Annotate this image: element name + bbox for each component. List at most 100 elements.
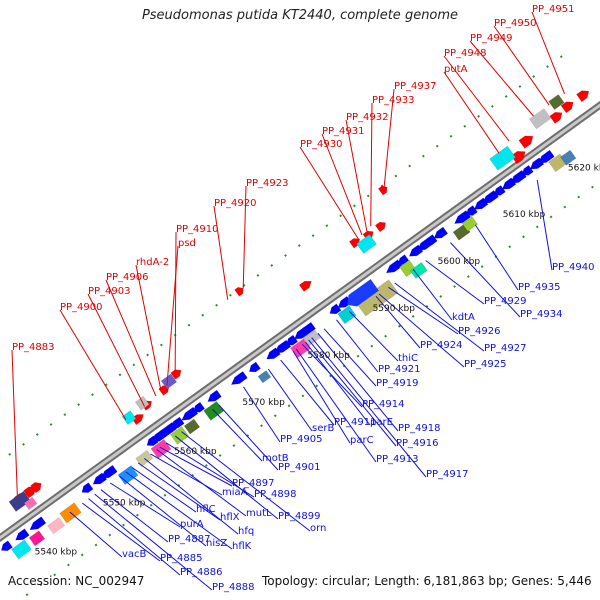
reverse-label-pp-4901[interactable]: PP_4901 bbox=[278, 462, 321, 473]
leader-line bbox=[299, 146, 360, 240]
reverse-gene-arrow bbox=[170, 416, 185, 429]
forward-gene-arrow bbox=[510, 150, 526, 165]
reverse-gene-arrow bbox=[100, 464, 118, 479]
reverse-gene-arrow bbox=[465, 205, 478, 216]
forward-label-pp-4923[interactable]: PP_4923 bbox=[246, 178, 289, 189]
reverse-label-pura[interactable]: purA bbox=[180, 519, 204, 530]
forward-label-pp-4910[interactable]: PP_4910 bbox=[176, 224, 219, 235]
forward-label-pp-4950[interactable]: PP_4950 bbox=[494, 18, 537, 29]
reverse-label-hisz[interactable]: hisZ bbox=[206, 538, 227, 549]
leader-line bbox=[311, 337, 427, 478]
reverse-label-vacb[interactable]: vacB bbox=[122, 549, 147, 560]
reverse-label-pp-4916[interactable]: PP_4916 bbox=[396, 438, 439, 449]
reverse-gene-arrow bbox=[346, 278, 380, 307]
reverse-label-pp-4886[interactable]: PP_4886 bbox=[180, 567, 223, 578]
reverse-label-pp-4913[interactable]: PP_4913 bbox=[376, 454, 419, 465]
reverse-gene-arrow bbox=[482, 189, 499, 204]
reverse-gene-arrow bbox=[537, 149, 555, 164]
leader-line bbox=[119, 475, 207, 547]
reverse-label-pp-4935[interactable]: PP_4935 bbox=[518, 282, 561, 293]
leader-line bbox=[150, 453, 223, 496]
forward-gene-arrow bbox=[377, 185, 388, 196]
forward-label-pp-4932[interactable]: PP_4932 bbox=[346, 112, 389, 123]
reverse-label-pp-4917[interactable]: PP_4917 bbox=[426, 469, 469, 480]
reverse-label-pp-4918[interactable]: PP_4918 bbox=[398, 423, 441, 434]
forward-label-pp-4906[interactable]: PP_4906 bbox=[106, 272, 149, 283]
reverse-label-pp-4885[interactable]: PP_4885 bbox=[160, 553, 203, 564]
reverse-label-pp-4888[interactable]: PP_4888 bbox=[212, 582, 255, 593]
reverse-label-pp-4921[interactable]: PP_4921 bbox=[378, 364, 421, 375]
forward-label-pp-4937[interactable]: PP_4937 bbox=[394, 81, 437, 92]
forward-label-pp-4949[interactable]: PP_4949 bbox=[470, 33, 513, 44]
leader-line bbox=[443, 55, 510, 142]
reverse-label-miaa[interactable]: miaA bbox=[222, 487, 248, 498]
reverse-label-pp-4934[interactable]: PP_4934 bbox=[520, 309, 563, 320]
forward-label-pp-4900[interactable]: PP_4900 bbox=[60, 302, 103, 313]
leader-line bbox=[81, 502, 161, 562]
leader-line bbox=[317, 332, 399, 432]
reverse-label-pp-4919[interactable]: PP_4919 bbox=[376, 378, 419, 389]
leader-line bbox=[88, 498, 181, 576]
reverse-label-mutl[interactable]: mutL bbox=[246, 508, 272, 519]
reverse-label-motb[interactable]: motB bbox=[262, 453, 289, 464]
leader-line bbox=[212, 408, 263, 462]
reverse-label-pp-4898[interactable]: PP_4898 bbox=[254, 489, 297, 500]
leader-line bbox=[100, 489, 169, 543]
colored-gene-block bbox=[23, 496, 38, 510]
forward-label-rhda-2[interactable]: rhdA-2 bbox=[136, 257, 169, 268]
reverse-label-pp-4914[interactable]: PP_4914 bbox=[362, 399, 405, 410]
leader-line bbox=[493, 25, 550, 106]
reverse-label-thic[interactable]: thiC bbox=[398, 353, 418, 364]
forward-label-pp-4948[interactable]: PP_4948 bbox=[444, 48, 487, 59]
leader-line bbox=[280, 359, 335, 426]
leader-line bbox=[443, 71, 500, 154]
forward-label-pp-4883[interactable]: PP_4883 bbox=[12, 342, 55, 353]
reverse-label-pp-4940[interactable]: PP_4940 bbox=[552, 262, 595, 273]
forward-label-pp-4933[interactable]: PP_4933 bbox=[372, 95, 415, 106]
leader-line bbox=[94, 493, 213, 591]
forward-label-pp-4920[interactable]: PP_4920 bbox=[214, 198, 257, 209]
forward-gene-arrow bbox=[518, 135, 534, 149]
kbp-tick-label: 5580 kbp bbox=[307, 351, 350, 361]
genome-title: Pseudomonas putida KT2440, complete geno… bbox=[141, 8, 459, 23]
leader-line bbox=[425, 260, 485, 305]
leader-line bbox=[59, 309, 127, 421]
forward-gene-arrow bbox=[374, 221, 387, 233]
reverse-label-pp-4911[interactable]: PP_4911 bbox=[334, 417, 377, 428]
colored-gene-block bbox=[28, 530, 46, 547]
reverse-label-orn[interactable]: orn bbox=[310, 523, 326, 534]
reverse-label-pare[interactable]: parE bbox=[370, 417, 393, 428]
reverse-gene-arrow bbox=[493, 185, 506, 196]
leader-line bbox=[305, 341, 371, 426]
leader-line bbox=[388, 286, 459, 335]
reverse-gene-arrow bbox=[248, 361, 261, 373]
reverse-label-pp-4927[interactable]: PP_4927 bbox=[484, 343, 527, 354]
leader-line bbox=[394, 282, 485, 352]
reverse-label-parc[interactable]: parC bbox=[350, 435, 374, 446]
reverse-label-pp-4899[interactable]: PP_4899 bbox=[278, 511, 321, 522]
forward-label-pp-4931[interactable]: PP_4931 bbox=[322, 126, 365, 137]
reverse-label-pp-4905[interactable]: PP_4905 bbox=[280, 434, 323, 445]
dotted-guide bbox=[0, 46, 575, 463]
reverse-label-hfq[interactable]: hfq bbox=[238, 526, 254, 537]
colored-gene-block bbox=[257, 370, 272, 384]
forward-label-puta[interactable]: putA bbox=[444, 64, 468, 75]
reverse-label-hflc[interactable]: hflC bbox=[196, 504, 216, 515]
reverse-label-hflk[interactable]: hflK bbox=[232, 541, 252, 552]
reverse-gene-arrow bbox=[181, 406, 199, 421]
reverse-label-serb[interactable]: serB bbox=[312, 423, 334, 434]
reverse-label-pp-4926[interactable]: PP_4926 bbox=[458, 326, 501, 337]
reverse-label-pp-4897[interactable]: PP_4897 bbox=[232, 478, 275, 489]
reverse-label-pp-4887[interactable]: PP_4887 bbox=[168, 534, 211, 545]
reverse-label-pp-4925[interactable]: PP_4925 bbox=[464, 359, 507, 370]
forward-label-pp-4903[interactable]: PP_4903 bbox=[88, 286, 131, 297]
leader-line bbox=[69, 511, 123, 558]
forward-label-psd[interactable]: psd bbox=[178, 238, 196, 249]
forward-label-pp-4930[interactable]: PP_4930 bbox=[300, 139, 343, 150]
leader-line bbox=[213, 205, 229, 300]
reverse-label-pp-4924[interactable]: PP_4924 bbox=[420, 340, 463, 351]
reverse-label-pp-4929[interactable]: PP_4929 bbox=[484, 296, 527, 307]
reverse-label-kdta[interactable]: kdtA bbox=[452, 312, 475, 323]
forward-label-pp-4951[interactable]: PP_4951 bbox=[532, 4, 575, 15]
reverse-label-hflx[interactable]: hflX bbox=[220, 512, 240, 523]
